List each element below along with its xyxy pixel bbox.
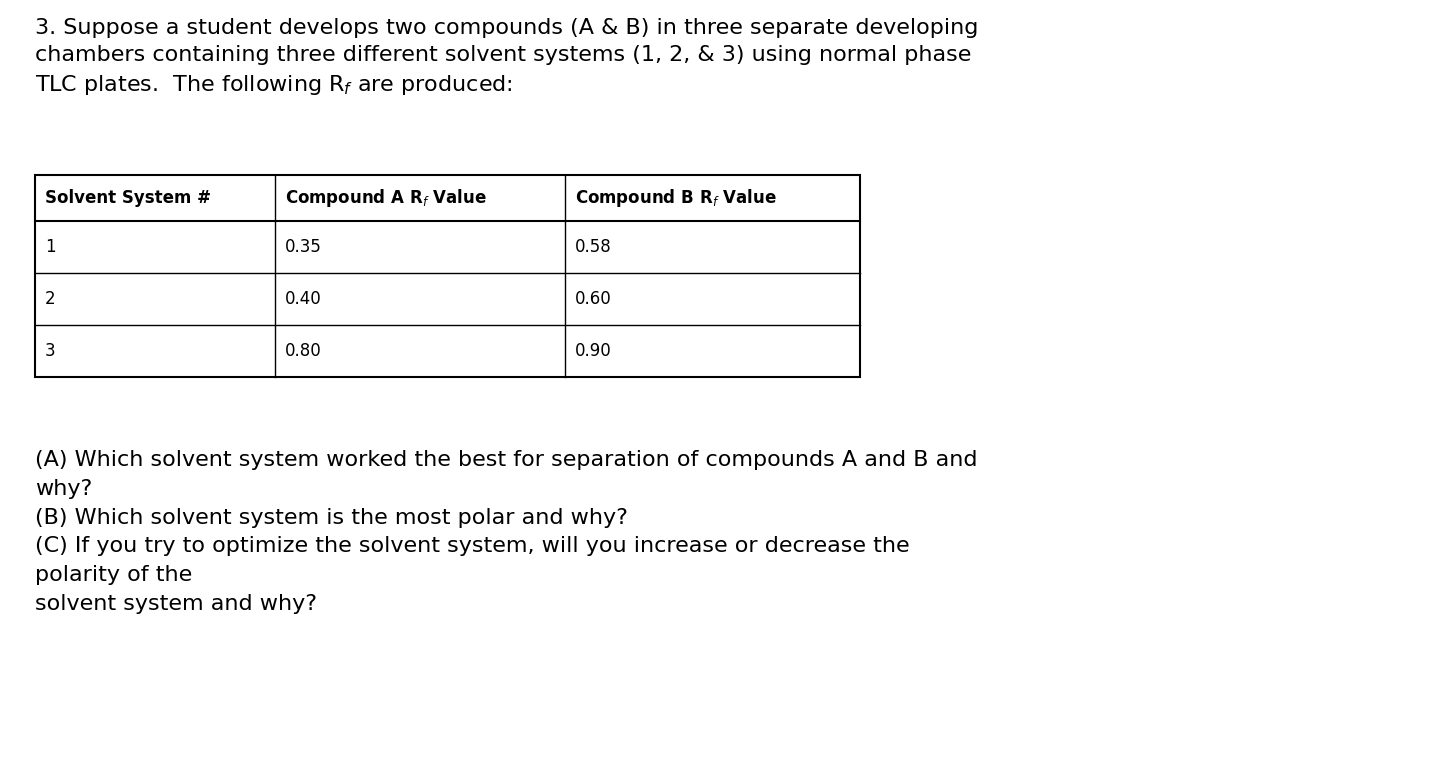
Text: 0.40: 0.40 bbox=[285, 290, 322, 308]
Text: 0.58: 0.58 bbox=[576, 238, 611, 256]
Bar bbox=[34, 175, 861, 377]
Text: 0.80: 0.80 bbox=[285, 342, 322, 360]
Text: 0.35: 0.35 bbox=[285, 238, 322, 256]
Text: (A) Which solvent system worked the best for separation of compounds A and B and: (A) Which solvent system worked the best… bbox=[34, 450, 978, 614]
Text: Compound A R$_f$ Value: Compound A R$_f$ Value bbox=[285, 187, 487, 209]
Text: 3: 3 bbox=[44, 342, 56, 360]
Text: 2: 2 bbox=[44, 290, 56, 308]
Text: 0.60: 0.60 bbox=[576, 290, 611, 308]
Text: Compound B R$_f$ Value: Compound B R$_f$ Value bbox=[576, 187, 776, 209]
Text: 0.90: 0.90 bbox=[576, 342, 611, 360]
Text: Solvent System #: Solvent System # bbox=[44, 189, 211, 207]
Text: 3. Suppose a student develops two compounds (A & B) in three separate developing: 3. Suppose a student develops two compou… bbox=[34, 18, 978, 98]
Text: 1: 1 bbox=[44, 238, 56, 256]
